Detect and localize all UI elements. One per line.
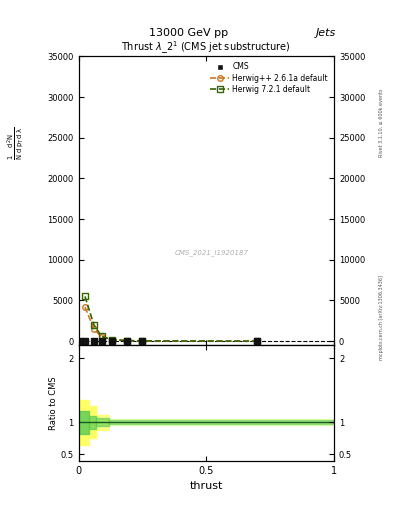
- Title: Thrust $\lambda\_2^1$ (CMS jet substructure): Thrust $\lambda\_2^1$ (CMS jet substruct…: [121, 40, 291, 56]
- Text: CMS_2021_I1920187: CMS_2021_I1920187: [174, 249, 248, 256]
- Text: Jets: Jets: [316, 28, 336, 38]
- Text: Rivet 3.1.10, ≥ 600k events: Rivet 3.1.10, ≥ 600k events: [379, 89, 384, 157]
- Text: 13000 GeV pp: 13000 GeV pp: [149, 28, 228, 38]
- X-axis label: thrust: thrust: [190, 481, 223, 491]
- Y-axis label: Ratio to CMS: Ratio to CMS: [49, 376, 58, 430]
- Legend: CMS, Herwig++ 2.6.1a default, Herwig 7.2.1 default: CMS, Herwig++ 2.6.1a default, Herwig 7.2…: [208, 60, 330, 96]
- Text: $\mathregular{\frac{1}{N}\,\frac{d^{2}N}{d\,p_{T}\,d\,\lambda}}$: $\mathregular{\frac{1}{N}\,\frac{d^{2}N}…: [6, 126, 26, 160]
- Text: mcplots.cern.ch [arXiv:1306.3436]: mcplots.cern.ch [arXiv:1306.3436]: [379, 275, 384, 360]
